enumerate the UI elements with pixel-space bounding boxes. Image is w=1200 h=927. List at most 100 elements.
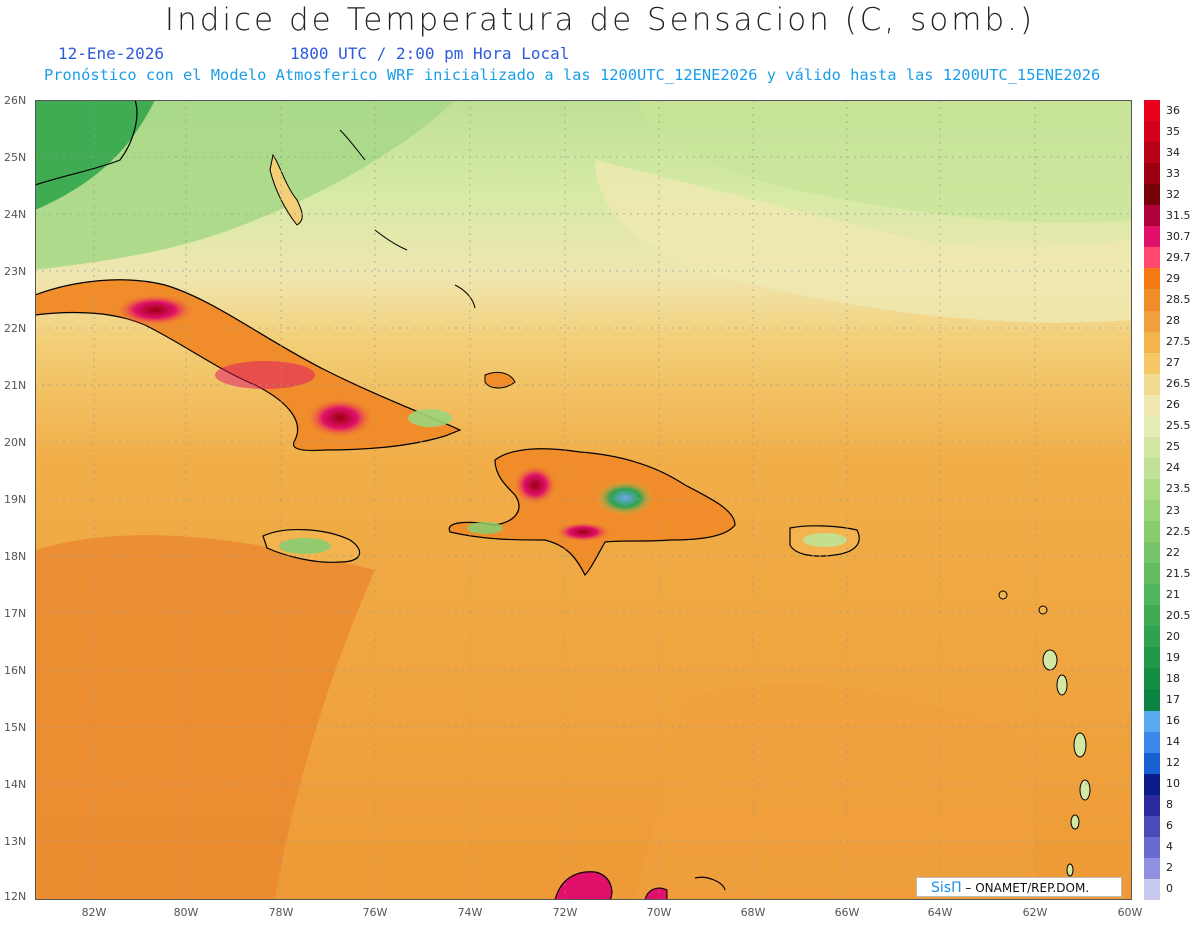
legend-label: 21.5 bbox=[1166, 566, 1191, 580]
legend-label: 28 bbox=[1166, 314, 1180, 328]
legend-label: 34 bbox=[1166, 145, 1180, 159]
legend-label: 28.5 bbox=[1166, 293, 1191, 306]
legend-swatch bbox=[1144, 415, 1160, 438]
lon-label: 78W bbox=[268, 906, 294, 919]
legend-swatch bbox=[1144, 626, 1160, 648]
cuba-hotspot-center bbox=[215, 361, 315, 389]
lat-label: 14N bbox=[4, 778, 27, 791]
legend-swatch bbox=[1144, 731, 1160, 754]
cool-region-northeast bbox=[635, 100, 1132, 223]
sispi-logo-text: SisΠ bbox=[931, 880, 962, 896]
color-scale-legend: 36 35 34 33 32 31.5 30.7 29.7 29 28.5 28 27.5 27 26.5… bbox=[1144, 100, 1200, 901]
legend-swatch bbox=[1144, 689, 1160, 712]
legend-swatch bbox=[1144, 752, 1160, 775]
lat-label: 16N bbox=[4, 664, 27, 677]
legend-swatch bbox=[1144, 605, 1160, 627]
legend-swatch bbox=[1144, 794, 1160, 817]
legend-label: 2 bbox=[1166, 861, 1173, 875]
legend-label: 25 bbox=[1166, 440, 1180, 454]
lon-label: 68W bbox=[740, 906, 766, 919]
legend-label: 36 bbox=[1166, 103, 1180, 117]
cool-region-north bbox=[35, 100, 455, 270]
legend-label: 8 bbox=[1166, 798, 1173, 812]
lon-label: 80W bbox=[173, 906, 199, 919]
legend-label: 30.7 bbox=[1166, 229, 1191, 243]
legend-label: 12 bbox=[1166, 756, 1180, 770]
grenada bbox=[1066, 863, 1074, 877]
legend-swatch bbox=[1144, 289, 1160, 312]
legend-swatch bbox=[1144, 310, 1160, 333]
lon-label: 72W bbox=[552, 906, 578, 919]
st-kitts bbox=[998, 590, 1008, 600]
lon-label: 60W bbox=[1117, 906, 1143, 919]
st-vincent bbox=[1070, 814, 1080, 830]
lat-label: 13N bbox=[4, 835, 27, 848]
legend-swatch bbox=[1144, 668, 1160, 690]
legend-swatch bbox=[1144, 815, 1160, 838]
legend-swatch bbox=[1144, 226, 1160, 248]
legend-label: 26 bbox=[1166, 398, 1180, 412]
legend-label: 16 bbox=[1166, 714, 1180, 728]
legend-swatch bbox=[1144, 184, 1160, 206]
legend-label: 26.5 bbox=[1166, 377, 1191, 391]
legend-label: 24 bbox=[1166, 461, 1180, 475]
credit-box: SisΠ – ONAMET/REP.DOM. bbox=[916, 877, 1122, 897]
lon-label: 62W bbox=[1022, 906, 1048, 919]
st-lucia bbox=[1079, 779, 1091, 801]
legend-swatch bbox=[1144, 100, 1160, 122]
lat-label: 15N bbox=[4, 721, 27, 734]
legend-label: 35 bbox=[1166, 124, 1180, 138]
lat-label: 26N bbox=[4, 94, 27, 107]
legend-label: 27.5 bbox=[1166, 335, 1191, 349]
legend-swatch bbox=[1144, 247, 1160, 269]
lon-label: 70W bbox=[646, 906, 672, 919]
legend-swatch bbox=[1144, 394, 1160, 417]
legend-label: 21 bbox=[1166, 587, 1180, 601]
lat-label: 18N bbox=[4, 550, 27, 563]
map-title: Indice de Temperatura de Sensacion (C, s… bbox=[164, 2, 1036, 38]
legend-swatch bbox=[1144, 268, 1160, 290]
cuba-hotspot-east bbox=[306, 398, 374, 438]
legend-swatch bbox=[1144, 121, 1160, 143]
legend-label: 6 bbox=[1166, 819, 1173, 833]
legend-swatch bbox=[1144, 773, 1160, 796]
legend-label: 19 bbox=[1166, 650, 1180, 664]
forecast-date: 12-Ene-2026 bbox=[58, 44, 164, 63]
dominica bbox=[1056, 674, 1068, 696]
florida-outline bbox=[35, 100, 138, 186]
lon-label: 82W bbox=[81, 906, 107, 919]
legend-swatch bbox=[1144, 352, 1160, 375]
legend-label: 33 bbox=[1166, 166, 1180, 180]
legend-swatch bbox=[1144, 331, 1160, 354]
great-inagua bbox=[484, 371, 516, 389]
hispaniola-hotspot-south bbox=[555, 522, 611, 542]
lat-lon-grid bbox=[35, 100, 1132, 900]
legend-swatch bbox=[1144, 436, 1160, 459]
legend-label: 22.5 bbox=[1166, 524, 1191, 538]
legend-swatch bbox=[1144, 836, 1160, 859]
mild-region-southeast bbox=[635, 683, 1035, 900]
guadeloupe bbox=[1042, 649, 1058, 671]
lon-label: 76W bbox=[362, 906, 388, 919]
legend-label: 29.7 bbox=[1166, 250, 1191, 264]
haiti-hotspot bbox=[513, 465, 557, 505]
legend-swatch bbox=[1144, 563, 1160, 585]
legend-label: 22 bbox=[1166, 545, 1180, 559]
legend-swatch bbox=[1144, 373, 1160, 396]
legend-swatch bbox=[1144, 205, 1160, 227]
lon-label: 74W bbox=[457, 906, 483, 919]
lat-label: 22N bbox=[4, 322, 27, 335]
legend-label: 31.5 bbox=[1166, 208, 1191, 222]
legend-swatch bbox=[1144, 163, 1160, 185]
legend-swatch bbox=[1144, 710, 1160, 733]
cuba-hotspot-west bbox=[115, 294, 195, 326]
legend-label: 29 bbox=[1166, 271, 1180, 285]
lat-label: 20N bbox=[4, 436, 27, 449]
legend-label: 18 bbox=[1166, 671, 1180, 685]
bahamas-outline-1 bbox=[339, 129, 366, 161]
bahamas-outline-2 bbox=[374, 229, 408, 251]
lat-label: 21N bbox=[4, 379, 27, 392]
antigua bbox=[1038, 605, 1048, 615]
mild-band bbox=[595, 160, 1132, 323]
legend-label: 23 bbox=[1166, 503, 1180, 517]
